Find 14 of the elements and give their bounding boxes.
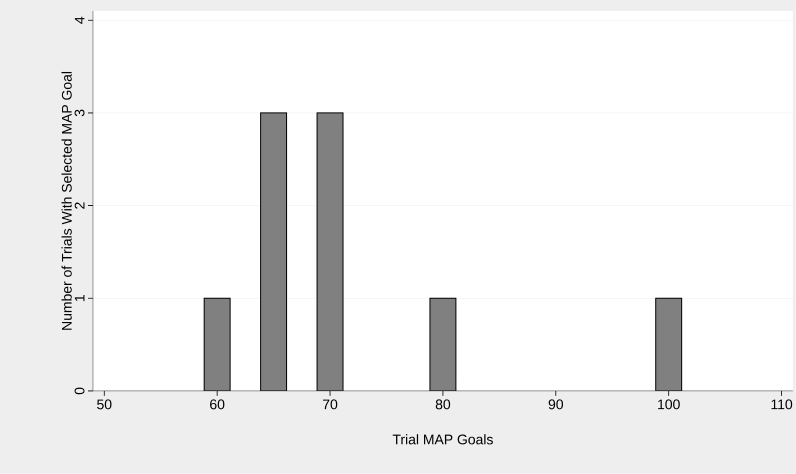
y-tick-label: 4 <box>74 16 84 24</box>
x-tick-label: 70 <box>323 399 338 410</box>
y-tick-label: 0 <box>74 388 84 394</box>
x-tick-label: 110 <box>772 399 792 410</box>
x-tick-label: 50 <box>97 399 112 410</box>
x-tick-label: 60 <box>210 399 224 410</box>
y-axis-title: Number of Trials With Selected MAP Goal <box>62 72 72 330</box>
x-tick-label: 100 <box>658 399 680 410</box>
y-tick-label: 3 <box>74 110 84 116</box>
x-tick-label: 80 <box>436 399 450 410</box>
y-tick-label: 1 <box>74 295 84 302</box>
y-tick-label: 2 <box>74 202 84 209</box>
x-axis-title: Trial MAP Goals <box>392 434 493 444</box>
x-tick-label: 90 <box>548 399 564 410</box>
